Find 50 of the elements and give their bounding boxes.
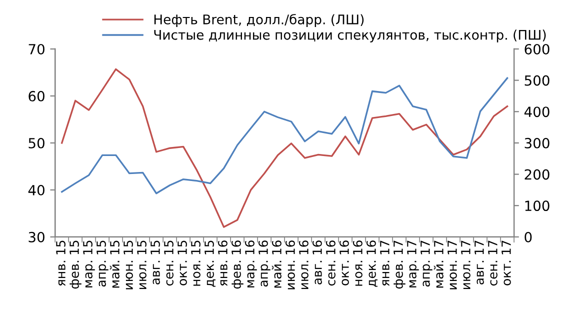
x-tick-label: июл. 17 <box>461 240 470 290</box>
x-tick-label: июл. 15 <box>137 240 146 290</box>
x-tick-label: ноя. 16 <box>352 240 362 286</box>
x-tick-label: янв. 17 <box>380 240 390 286</box>
y-tick-label: 70 <box>28 44 44 54</box>
y2-tick-label: 200 <box>524 169 550 180</box>
y-tick-label: 30 <box>28 232 44 242</box>
x-tick-label: апр. 16 <box>258 240 270 287</box>
x-tick-label: май. 17 <box>434 240 444 288</box>
x-tick-label: мар. 16 <box>244 240 257 288</box>
y-tick-label: 40 <box>28 184 44 196</box>
x-tick-label: янв. 15 <box>56 240 66 286</box>
x-tick-label: авг. 17 <box>474 240 484 284</box>
x-tick-label: сен. 15 <box>164 240 174 286</box>
x-tick-label: мар. 17 <box>407 240 419 288</box>
x-tick-label: июн. 17 <box>448 240 457 290</box>
y2-tick-label: 100 <box>525 200 550 212</box>
legend-label: Нефть Brent, долл./барр. (ЛШ) <box>154 14 364 27</box>
x-tick-label: апр. 17 <box>420 240 432 287</box>
line-series <box>61 77 508 194</box>
y2-tick-label: 400 <box>524 106 550 118</box>
y2-tick-label: 300 <box>524 138 550 148</box>
x-tick-label: сен. 16 <box>326 240 336 286</box>
x-tick-label: фев. 15 <box>70 240 82 289</box>
x-tick-label: май. 16 <box>272 240 282 288</box>
x-tick-label: авг. 15 <box>150 240 160 284</box>
x-tick-label: апр. 15 <box>96 240 108 287</box>
x-tick-label: дек. 15 <box>204 240 216 287</box>
y-tick-label: 60 <box>28 90 44 102</box>
x-tick-label: фев. 17 <box>394 240 406 289</box>
x-tick-label: окт. 16 <box>339 240 349 286</box>
y2-tick-label: 0 <box>524 232 532 242</box>
x-tick-label: дек. 16 <box>366 240 378 287</box>
x-tick-label: июн. 15 <box>124 240 133 290</box>
legend-label: Чистые длинные позиции спекулянтов, тыс.контр. (ПШ) <box>154 30 546 42</box>
y-tick-label: 50 <box>28 138 44 148</box>
x-tick-label: май. 15 <box>110 240 120 288</box>
x-tick-label: сен. 17 <box>488 240 498 286</box>
x-tick-label: ноя. 15 <box>191 240 200 286</box>
y2-tick-label: 500 <box>524 75 550 86</box>
x-tick-label: окт. 15 <box>178 240 187 286</box>
x-tick-label: июл. 16 <box>298 240 308 290</box>
x-tick-label: янв. 16 <box>218 240 228 286</box>
x-tick-label: июн. 16 <box>285 240 295 290</box>
x-tick-label: мар. 15 <box>83 240 95 288</box>
x-tick-label: авг. 16 <box>312 240 322 284</box>
line-series <box>61 68 508 228</box>
x-tick-label: фев. 16 <box>231 240 244 289</box>
y2-tick-label: 600 <box>524 44 550 54</box>
x-tick-label: окт. 17 <box>502 240 511 286</box>
